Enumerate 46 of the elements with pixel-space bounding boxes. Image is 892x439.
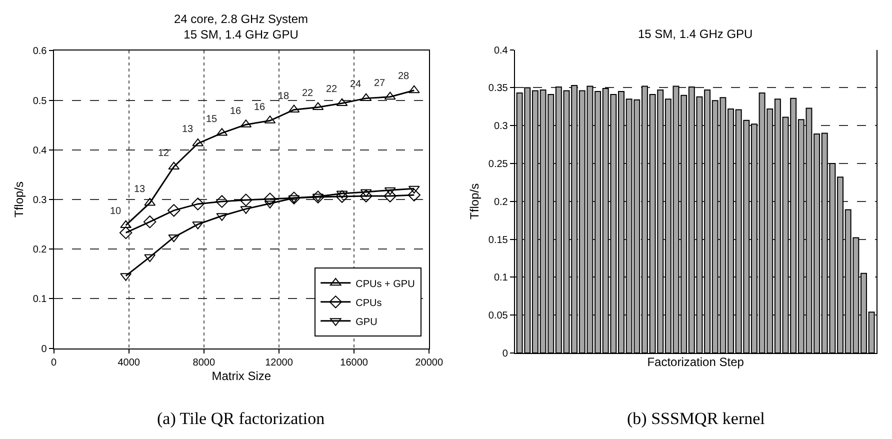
annotation: 28 [398, 71, 410, 82]
y-tick-label: 0.6 [32, 46, 48, 58]
annotation: 13 [182, 124, 194, 135]
text: (b) SSSMQR kernel [627, 409, 766, 428]
legend-label: CPUs + GPU [356, 278, 415, 290]
x-tick-label: 0 [50, 357, 57, 368]
annotation: 27 [374, 78, 386, 89]
y-tick-label: 0.5 [32, 96, 48, 107]
legend-label: CPUs [356, 298, 382, 309]
annotation: 16 [230, 106, 242, 117]
x-axis-title: Factorization Step [647, 354, 744, 369]
annotation: 13 [134, 184, 146, 195]
x-axis-title: Matrix Size [212, 369, 272, 384]
y-axis-title: Tflop/s [12, 181, 26, 218]
y-tick-label: 0.2 [494, 196, 508, 208]
annotation: 12 [158, 148, 170, 159]
y-tick-label: 0.4 [494, 45, 508, 56]
chart-title: 15 SM, 1.4 GHz GPU [638, 27, 753, 41]
annotation: 24 [350, 79, 362, 90]
y-tick-label: 0.3 [32, 195, 48, 206]
legend-label: GPU [356, 316, 378, 328]
y-tick-label: 0 [502, 348, 508, 360]
y-tick-label: 0.25 [488, 159, 508, 170]
y-tick-label: 0.1 [32, 294, 48, 306]
y-tick-label: 0.1 [494, 272, 508, 284]
annotation: 22 [326, 84, 338, 95]
y-tick-label: 0.15 [488, 234, 508, 246]
x-tick-label: 4000 [118, 357, 140, 368]
annotation: 10 [110, 206, 122, 217]
x-tick-label: 8000 [192, 357, 216, 368]
x-tick-label: 12000 [265, 357, 294, 368]
annotation: 18 [278, 91, 290, 102]
annotation: 16 [254, 102, 266, 113]
x-tick-label: 20000 [415, 357, 444, 368]
chart-title: 24 core, 2.8 GHz System 15 SM, 1.4 GHz GPU [174, 12, 308, 42]
y-axis-title: Tflop/s [468, 183, 482, 220]
y-tick-label: 0 [41, 344, 48, 355]
annotation: 15 [206, 114, 218, 125]
y-tick-label: 0.4 [32, 145, 48, 156]
y-tick-label: 0.2 [32, 244, 48, 256]
y-tick-label: 0.05 [488, 310, 508, 322]
annotation: 22 [302, 88, 314, 99]
y-tick-label: 0.35 [488, 83, 508, 94]
text: (a) Tile QR factorization [157, 409, 326, 428]
x-tick-label: 16000 [340, 357, 368, 368]
y-tick-label: 0.3 [494, 121, 508, 132]
